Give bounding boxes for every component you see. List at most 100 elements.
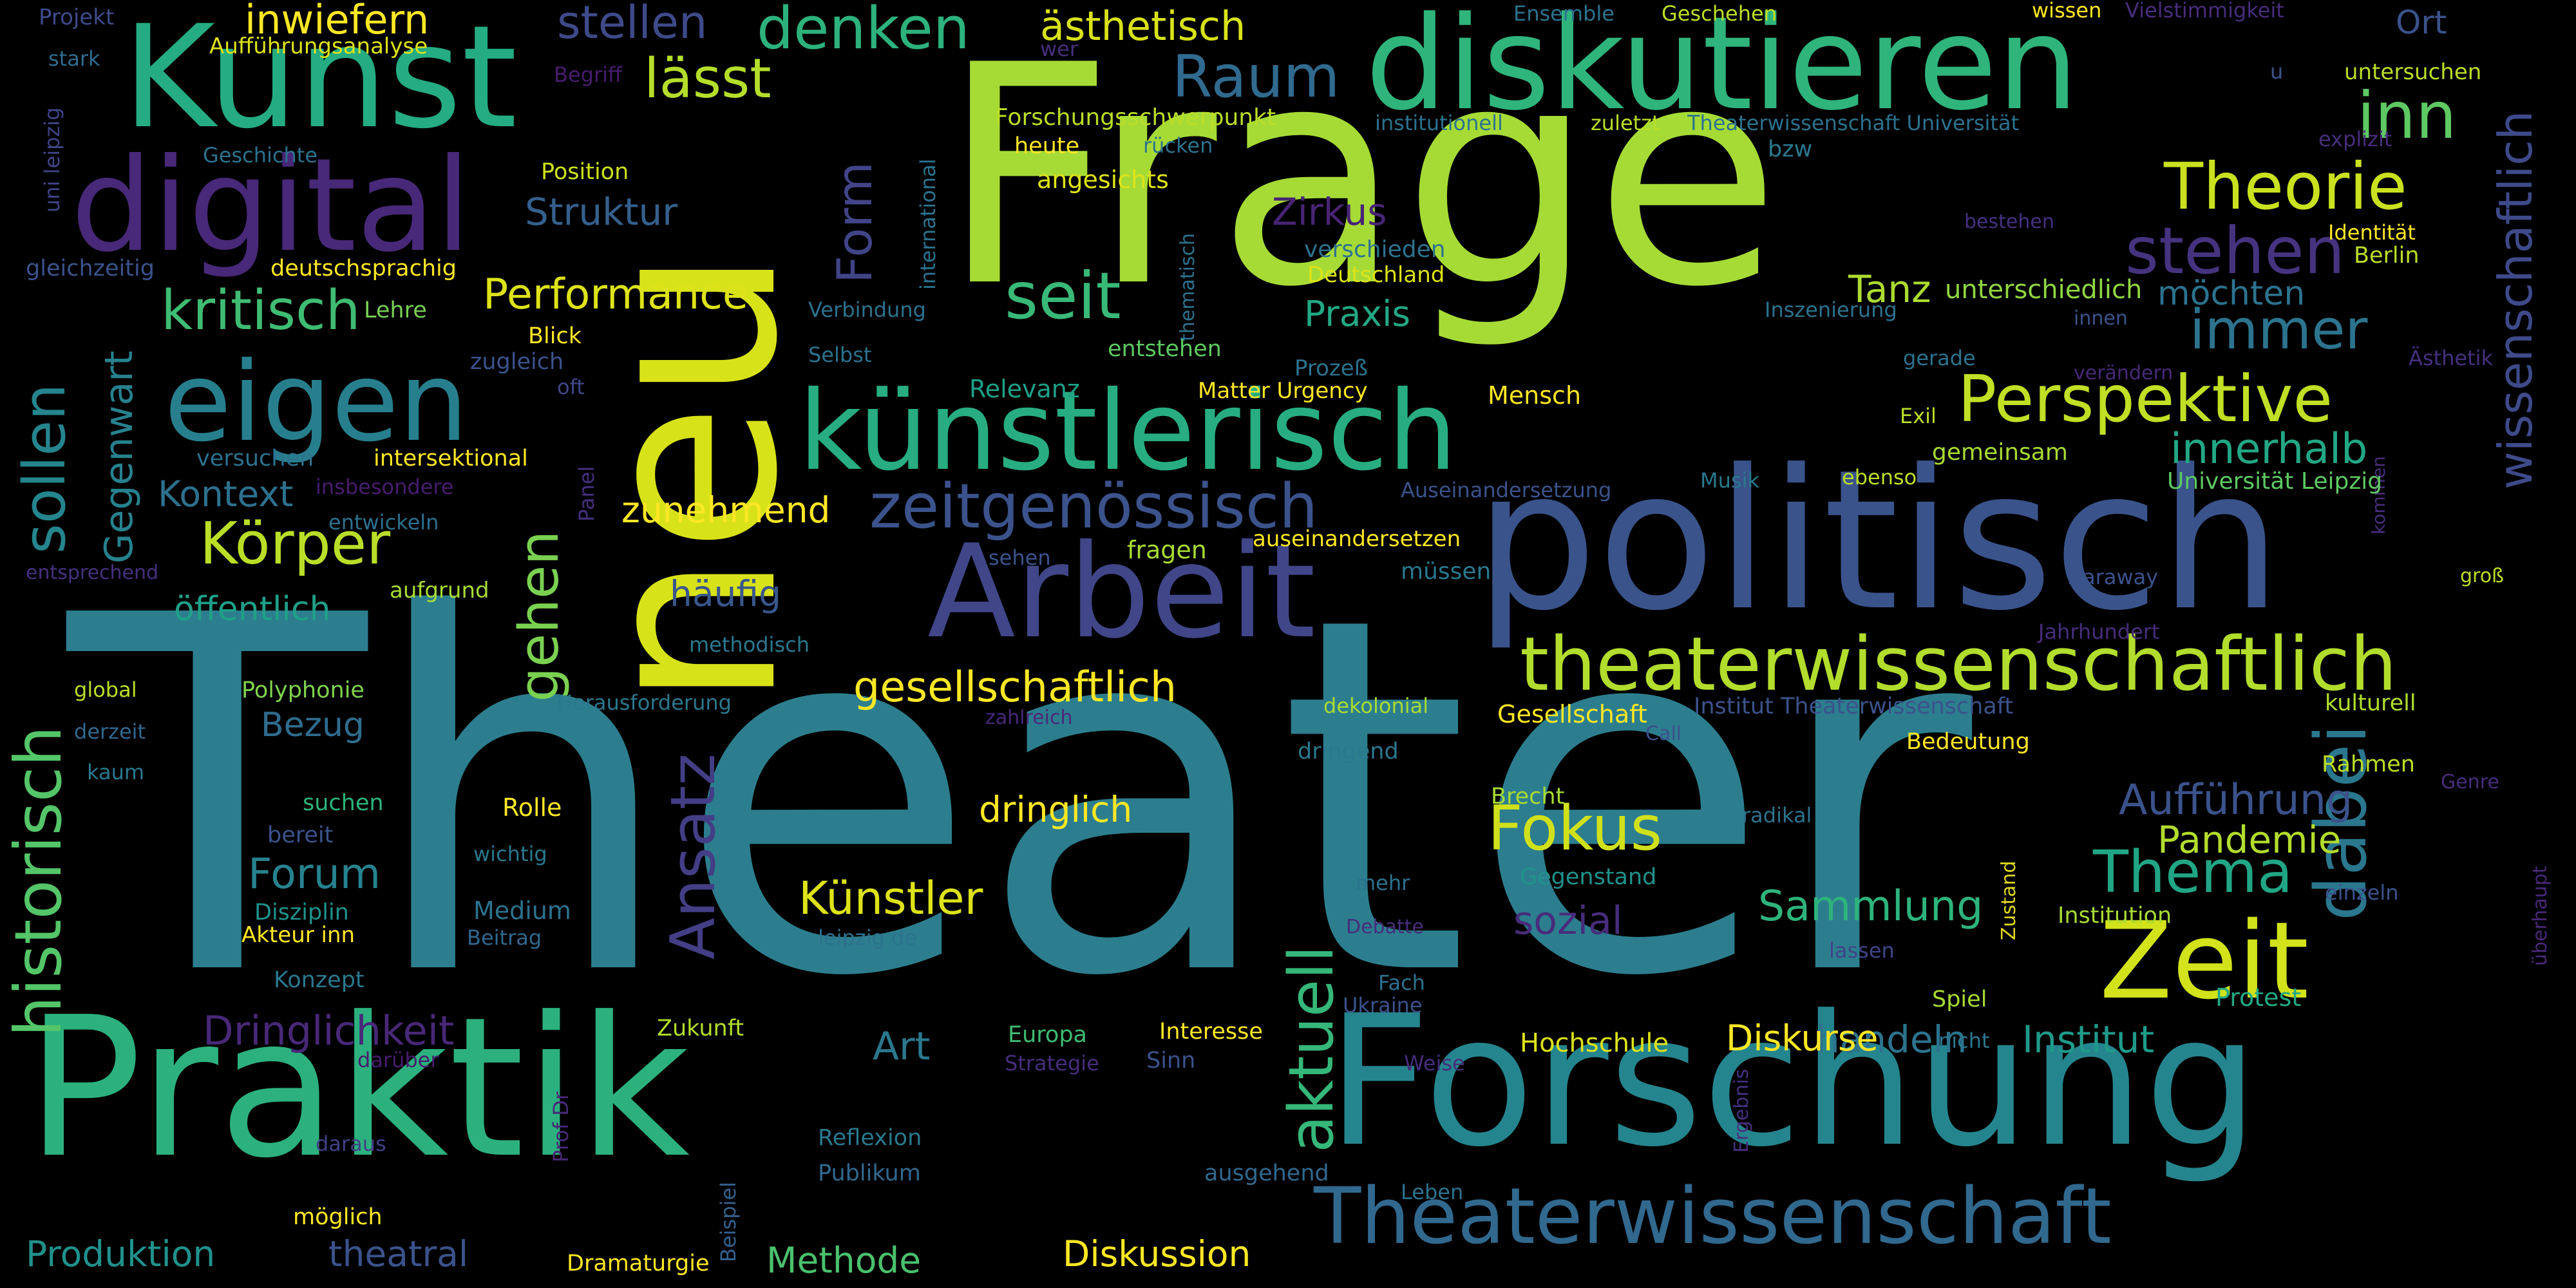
word-zeitgenoessisch: zeitgenössisch [869, 471, 1318, 542]
word-produktion: Produktion [26, 1233, 216, 1274]
word-leben: Leben [1401, 1180, 1464, 1204]
word-brecht: Brecht [1491, 784, 1565, 810]
word-blick: Blick [528, 323, 582, 349]
word-selbst: Selbst [808, 343, 872, 367]
word-moechten: möchten [2157, 274, 2306, 313]
word-global: global [74, 677, 137, 702]
word-disziplin: Disziplin [254, 900, 349, 925]
word-bezug: Bezug [261, 706, 365, 744]
word-seit: seit [1005, 258, 1121, 334]
word-auffuehrung: Aufführung [2119, 776, 2353, 824]
word-gross: groß [2460, 565, 2504, 587]
word-international: international [916, 158, 940, 290]
word-stellen: stellen [557, 0, 708, 49]
word-fach: Fach [1378, 971, 1425, 995]
word-nicht: nicht [1938, 1028, 1990, 1053]
word-angesichts: angesichts [1037, 166, 1169, 194]
word-arbeit: Arbeit [927, 517, 1316, 667]
word-ueberhaupt: überhaupt [2529, 866, 2552, 966]
word-gegenstand: Gegenstand [1520, 864, 1657, 890]
word-kulturell: kulturell [2325, 690, 2416, 716]
word-ensemble: Ensemble [1513, 1, 1615, 26]
word-ergebnis: Ergebnis [1730, 1068, 1753, 1153]
word-forum: Forum [248, 850, 381, 898]
word-akteur-inn: Akteur inn [242, 922, 355, 948]
word-bereit: bereit [267, 822, 334, 848]
word-prof-dr: Prof Dr [549, 1092, 573, 1162]
word-zukunft: Zukunft [657, 1016, 744, 1041]
word-forschung: Forschung [1327, 977, 2259, 1187]
word-art: Art [873, 1024, 931, 1069]
word-methode: Methode [766, 1240, 922, 1281]
word-lehre: Lehre [364, 298, 427, 323]
word-polyphonie: Polyphonie [242, 677, 365, 703]
word-praxis: Praxis [1304, 293, 1410, 334]
word-bedeutung: Bedeutung [1906, 729, 2030, 755]
word-exil: Exil [1900, 404, 1937, 428]
word-kunst: Kunst [122, 0, 518, 160]
word-ansatz: Ansatz [658, 753, 729, 960]
word-geschichte: Geschichte [203, 143, 318, 167]
word-vielstimmigkeit: Vielstimmigkeit [2125, 0, 2284, 23]
word-rahmen: Rahmen [2322, 752, 2415, 777]
word-thematisch: thematisch [1177, 232, 1199, 341]
word-zeit: Zeit [2099, 899, 2309, 1023]
word-zustand: Zustand [1998, 860, 2020, 940]
word-darueber: darüber [357, 1048, 439, 1072]
word-dramaturgie: Dramaturgie [567, 1251, 710, 1276]
word-identitaet: Identität [2328, 220, 2416, 245]
word-musik: Musik [1700, 468, 1759, 493]
word-auffuehrungsanalyse: Aufführungsanalyse [209, 33, 428, 59]
word-aesthetisch: ästhetisch [1040, 3, 1246, 50]
word-uni-leipzig: uni leipzig [40, 107, 64, 213]
word-europa: Europa [1008, 1022, 1087, 1048]
word-medium: Medium [473, 896, 571, 925]
word-dringlichkeit: Dringlichkeit [203, 1007, 455, 1054]
word-strategie: Strategie [1005, 1051, 1099, 1075]
word-tanz: Tanz [1848, 267, 1931, 311]
word-radikal: radikal [1742, 803, 1812, 828]
word-einzeln: einzeln [2325, 880, 2399, 905]
word-derzeit: derzeit [74, 719, 146, 744]
word-bzw: bzw [1768, 137, 1813, 162]
word-entstehen: entstehen [1108, 336, 1222, 362]
word-call: Call [1645, 723, 1682, 745]
word-kaum: kaum [87, 760, 145, 784]
word-heute: heute [1014, 133, 1080, 159]
word-historisch: historisch [1, 725, 76, 1037]
word-aktuell: aktuell [1276, 945, 1347, 1153]
word-sozial: sozial [1513, 898, 1623, 943]
word-performance: Performance [483, 270, 748, 319]
word-projekt: Projekt [39, 5, 115, 30]
word-verschieden: verschieden [1304, 236, 1446, 263]
word-zahlreich: zahlreich [985, 706, 1073, 729]
word-politisch: politisch [1475, 428, 2282, 653]
word-thema: Thema [2093, 838, 2293, 906]
word-reflexion: Reflexion [818, 1125, 922, 1151]
word-diskurse: Diskurse [1726, 1018, 1879, 1059]
word-gleichzeitig: gleichzeitig [26, 256, 155, 281]
word-aufgrund: aufgrund [390, 578, 489, 603]
word-muessen: müssen [1401, 558, 1492, 585]
word-bestehen: bestehen [1964, 211, 2054, 233]
word-frage: Frage [940, 1, 1781, 353]
word-diskutieren: diskutieren [1365, 0, 2079, 139]
word-aesthetik: Ästhetik [2409, 346, 2494, 370]
word-genre: Genre [2441, 771, 2499, 793]
word-forschungsschwerpunkt: Forschungsschwerpunkt [995, 104, 1276, 131]
word-auseinandersetzen: auseinandersetzen [1253, 526, 1461, 552]
word-lassen: lassen [1829, 938, 1895, 963]
word-publikum: Publikum [818, 1160, 921, 1186]
word-kontext: Kontext [158, 473, 294, 515]
word-entwickeln: entwickeln [328, 510, 439, 535]
word-stark: stark [48, 46, 100, 71]
word-inwiefern: inwiefern [245, 0, 430, 43]
word-wissenschaftlich: wissenschaftlich [2488, 110, 2543, 489]
word-weise: Weise [1404, 1051, 1465, 1075]
word-wichtig: wichtig [473, 842, 547, 866]
word-relevanz: Relevanz [969, 375, 1080, 403]
word-mensch: Mensch [1488, 381, 1582, 410]
word-interesse: Interesse [1159, 1019, 1263, 1045]
word-universitaet-leipzig: Universität Leipzig [2167, 468, 2383, 495]
